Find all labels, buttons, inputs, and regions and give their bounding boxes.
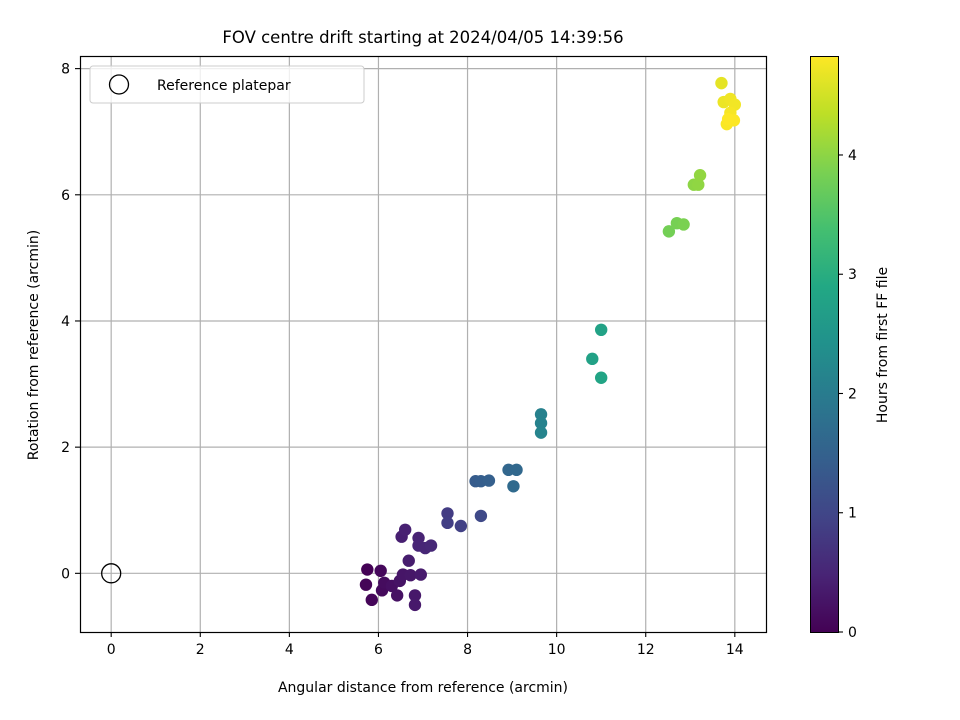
x-tick-label: 4 (285, 642, 294, 658)
data-point (441, 507, 454, 520)
data-point (408, 598, 422, 612)
y-tick-label: 0 (61, 566, 70, 582)
data-point (594, 371, 608, 384)
data-point (586, 352, 599, 366)
x-tick-label: 10 (548, 642, 566, 658)
data-point (510, 463, 523, 477)
plot-frame (79, 55, 768, 634)
chart-title: FOV centre drift starting at 2024/04/05 … (222, 28, 623, 47)
y-tick-label: 2 (61, 440, 70, 456)
data-point (677, 218, 690, 231)
x-axis-ticks: 0 2 4 6 8 10 12 14 (107, 632, 744, 658)
plot-area: 0 2 4 6 8 10 12 14 0 2 4 6 8 (61, 55, 768, 658)
colorbar-tick-label: 3 (848, 267, 857, 283)
data-point (534, 416, 548, 430)
legend-label: Reference platepar (157, 78, 291, 94)
colorbar-tick-label: 0 (848, 625, 857, 641)
data-point (441, 516, 454, 530)
data-point (408, 589, 422, 602)
data-point (721, 112, 735, 126)
data-point (414, 568, 427, 581)
y-tick-label: 8 (61, 62, 70, 78)
data-point (454, 519, 468, 533)
colorbar-gradient (810, 56, 838, 633)
data-point (365, 593, 378, 607)
x-tick-label: 6 (374, 642, 383, 658)
y-axis-label: Rotation from reference (arcmin) (26, 230, 42, 460)
legend-box (89, 65, 365, 104)
x-tick-label: 12 (637, 642, 655, 658)
x-tick-label: 8 (463, 642, 472, 658)
data-points (359, 76, 742, 612)
legend: Reference platepar (89, 65, 365, 104)
y-axis-ticks: 0 2 4 6 8 (61, 62, 80, 582)
data-point (715, 76, 728, 90)
data-point (534, 408, 548, 421)
data-point (594, 323, 608, 337)
colorbar: 0 1 2 3 4 Hours from first FF file (810, 56, 891, 641)
data-point (534, 426, 548, 439)
x-tick-label: 0 (107, 642, 116, 658)
y-tick-label: 6 (61, 188, 70, 204)
reference-platepar-marker (101, 563, 122, 584)
data-point (692, 178, 705, 191)
legend-marker-icon (108, 74, 130, 95)
colorbar-tick-label: 1 (848, 506, 857, 522)
data-point (662, 225, 676, 238)
x-axis-label: Angular distance from reference (arcmin) (278, 680, 568, 696)
data-point (404, 569, 417, 582)
colorbar-frame (810, 56, 839, 633)
data-point (402, 554, 415, 567)
x-tick-label: 2 (196, 642, 205, 658)
colorbar-ticks: 0 1 2 3 4 (838, 148, 857, 641)
data-point (482, 474, 496, 487)
data-point (359, 578, 373, 591)
data-point (424, 539, 438, 552)
data-point (693, 169, 707, 182)
y-tick-label: 4 (61, 314, 70, 330)
colorbar-label: Hours from first FF file (875, 267, 891, 423)
data-point (398, 523, 412, 536)
grid-lines (80, 56, 766, 632)
colorbar-tick-label: 4 (848, 148, 857, 164)
data-point (390, 589, 404, 602)
data-point (474, 509, 488, 523)
x-tick-label: 14 (726, 642, 744, 658)
data-point (361, 563, 374, 576)
colorbar-tick-label: 2 (848, 386, 857, 402)
data-point (374, 564, 387, 578)
data-point (507, 480, 520, 493)
